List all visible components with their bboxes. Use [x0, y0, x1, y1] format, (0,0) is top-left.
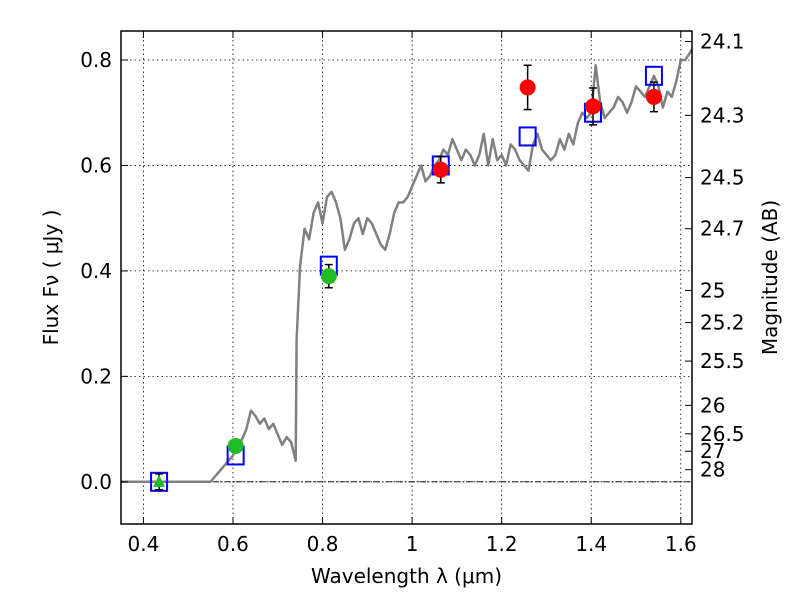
spectrum-layer — [121, 48, 694, 484]
observed-flux-point — [645, 88, 662, 105]
ticks-layer: 0.4 0.6 0.8 1 1.2 1.4 1.6 0.0 0.2 0.4 0.6 0.8 24.1 24… — [80, 30, 744, 556]
right-tick-label: 27 — [700, 439, 725, 463]
right-axis-title: Magnitude (AB) — [758, 200, 782, 355]
right-tick-label: 24.5 — [700, 166, 745, 190]
x-axis-title: Wavelength λ (μm) — [311, 564, 502, 588]
right-tick-label: 25.2 — [700, 311, 745, 335]
y-tick-label: 0.8 — [80, 48, 112, 72]
model-spectrum-line — [121, 48, 694, 484]
observed-flux-point — [320, 268, 337, 285]
grid-layer — [121, 31, 692, 524]
observed-flux-point — [432, 161, 449, 178]
right-tick-label: 24.1 — [700, 30, 745, 54]
plot-frame — [120, 30, 693, 525]
observed-flux-point — [227, 437, 244, 454]
right-tick-label: 24.7 — [700, 217, 745, 241]
upper-limit-triangle — [153, 474, 166, 487]
y-tick-label: 0.2 — [80, 364, 112, 388]
right-tick-label: 28 — [700, 458, 725, 482]
right-tick-label: 25 — [700, 278, 725, 302]
right-tick-label: 24.3 — [700, 103, 745, 127]
x-tick-label: 1 — [406, 532, 419, 556]
points-layer — [150, 64, 663, 492]
y-tick-label: 0.0 — [80, 470, 112, 494]
x-tick-label: 0.8 — [307, 532, 339, 556]
y-tick-label: 0.4 — [80, 259, 112, 283]
right-tick-label: 26 — [700, 393, 725, 417]
x-tick-label: 1.4 — [575, 532, 607, 556]
y-tick-label: 0.6 — [80, 153, 112, 177]
x-tick-label: 1.6 — [665, 532, 697, 556]
model-flux-square — [150, 471, 169, 492]
right-tick-label: 25.5 — [700, 349, 745, 373]
observed-flux-point — [585, 98, 602, 115]
right-tick-label: 26.5 — [700, 422, 745, 446]
x-tick-label: 0.6 — [217, 532, 249, 556]
model-flux-square — [518, 126, 537, 147]
x-tick-label: 1.2 — [486, 532, 518, 556]
x-tick-label: 0.4 — [127, 532, 159, 556]
y-axis-title: Flux Fν ( μJy ) — [39, 210, 63, 346]
observed-flux-point — [519, 79, 536, 96]
